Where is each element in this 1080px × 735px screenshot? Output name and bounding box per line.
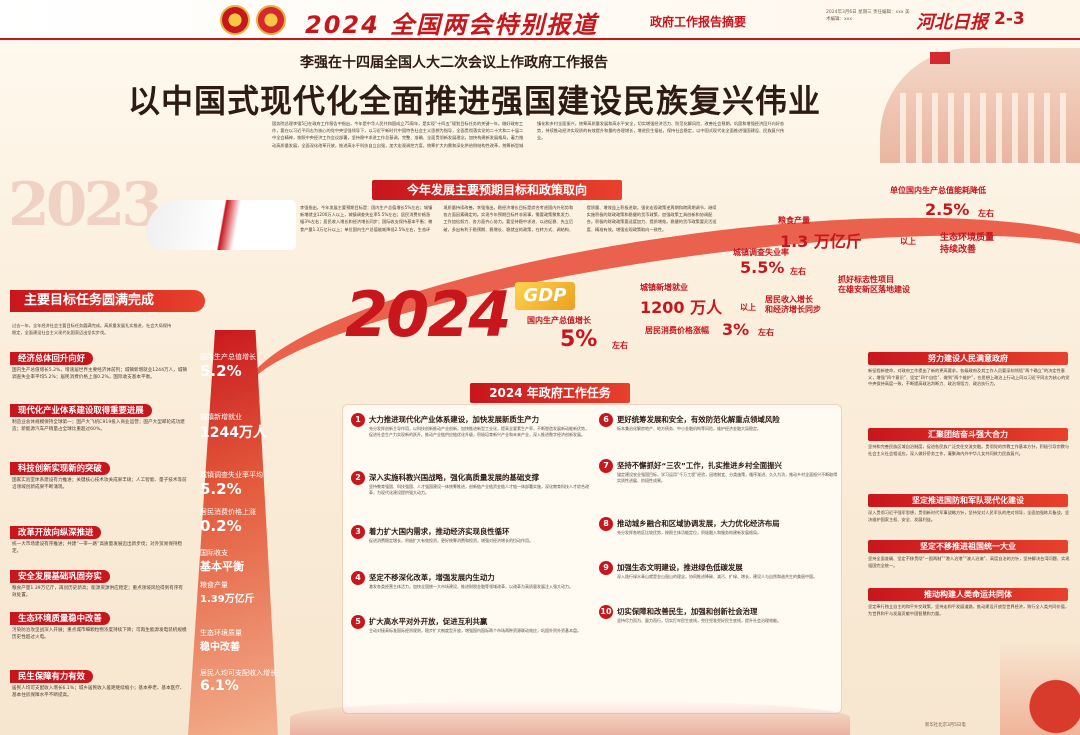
right-section-1-heading: 努力建设人民满意政府	[868, 352, 1068, 365]
target-gdp-label: 国内生产总值增长	[527, 316, 591, 325]
target-gdp-unit: 左右	[612, 341, 628, 350]
road-stat-cpi: 居民消费价格上涨 0.2%	[200, 508, 256, 535]
right-section-1-body: 新征程新使命，对政府工作提出了新的更高要求。各级政府及其工作人员要深刻领悟“两个…	[868, 368, 1070, 387]
section-reform-body: 统一大市场建设有序推进；共建“一带一路”高质量发展迈出新步伐；对外贸易保持稳定。	[12, 542, 183, 554]
great-hall-illustration	[880, 48, 1080, 163]
headline-subtitle: 李强在十四届全国人大二次会议上作政府工作报告	[300, 55, 608, 71]
source-footnote: 新华社北京3月5日电	[925, 723, 966, 728]
tasks-panel: 1 大力推进现代化产业体系建设，加快发展新质生产力 充分发挥创新主导作用，以科技创新…	[342, 404, 842, 714]
right-section-2-heading: 汇聚团结奋斗强大合力	[868, 428, 1068, 441]
target-jobs-unit: 以上	[740, 303, 756, 312]
road-stat-unemployment: 城镇调查失业率平均 5.2%	[200, 471, 263, 498]
high-speed-train-illustration	[146, 200, 296, 250]
section-title: 政府工作报告摘要	[650, 15, 747, 29]
section-industry-body: 制造业总体规模保持全球第一；国产大飞机C919投入商业运营；国产大型邮轮成功建造…	[12, 420, 185, 432]
great-wall-illustration	[290, 700, 850, 735]
header-band: 2024 全国两会特别报道 政府工作报告摘要 2024年3月6日 星期三 责任编…	[0, 0, 1080, 40]
section-economy-heading: 经济总体回升向好	[10, 352, 93, 365]
target-cpi-label: 居民消费价格涨幅	[645, 326, 709, 335]
page-number: 2-3	[994, 9, 1025, 29]
road-stat-jobs: 城镇新增就业 1244万人	[200, 413, 267, 441]
section-eco-heading: 生态环境质量稳中改善	[10, 612, 110, 625]
target-grain-unit: 以上	[900, 237, 916, 246]
section-reform-heading: 改革开放向纵深推进	[10, 526, 102, 539]
right-section-5-body: 坚定奉行独立自主的和平外交政策，坚持走和平发展道路，推动建设开放型世界经济，践行…	[868, 604, 1070, 616]
target-grain-label: 粮食产量	[778, 216, 810, 225]
year-2024: 2024	[345, 278, 512, 351]
flag-icon	[930, 52, 950, 64]
target-grain-value: 1.3 万亿斤	[780, 232, 862, 251]
road-stat-income: 居民人均可支配收入增长 6.1%	[200, 669, 277, 694]
section-tech-body: 国家实验室体系建设有力推进；关键核心技术攻关成果丰硕；人工智能、量子技术等前沿领…	[12, 478, 187, 490]
section-livelihood-heading: 民生保障有力有效	[10, 670, 93, 683]
newspaper-logo: 河北日报	[916, 12, 988, 33]
year-2023: 2023	[8, 170, 163, 240]
issue-meta: 2024年3月6日 星期三 责任编辑：xxx 美术编辑：xxx	[826, 10, 910, 22]
tasks-banner: 2024 年政府工作任务	[470, 383, 630, 403]
section-livelihood-body: 居民人均可支配收入增长6.1%；城乡居民收入差距继续缩小；基本养老、基本医疗、基…	[12, 686, 185, 698]
target-jobs-label: 城镇新增就业	[640, 283, 688, 292]
target-eco-label: 生态环境质量 持续改善	[940, 233, 995, 255]
right-section-4-body: 坚持全面准确、坚定不移贯彻“一国两制”“港人治港”“澳人治澳”、高度自治的方针，…	[868, 556, 1070, 568]
target-energy-label: 单位国内生产总值能耗降低	[890, 186, 986, 195]
target-gdp-value: 5%	[560, 327, 598, 352]
achievements-banner: 主要目标任务圆满完成	[10, 290, 205, 312]
expect-paragraph: 李强指出，今年发展主要预期目标是：国内生产总值增长5%左右；城镇新增就业1200…	[300, 205, 717, 232]
party-emblem-icon	[256, 5, 286, 35]
right-section-3-body: 深入贯彻习近平强军思想，贯彻新时代军事战略方针，坚持党对人民军队的绝对领导，全面…	[868, 510, 1070, 522]
road-stat-gdp: 国内生产总值增长 5.2%	[200, 353, 256, 380]
section-eco-body: 污染防治攻坚战深入开展；重点城市细颗粒物浓度持续下降；可再生能源发电装机规模历史…	[12, 628, 187, 640]
city-illustration	[1000, 640, 1080, 735]
national-emblem-icon	[220, 5, 250, 35]
target-unemployment-value: 5.5%	[740, 258, 785, 277]
achievements-intro: 过去一年，全年经济社会主要目标任务圆满完成。高质量发展扎实推进，社会大局保持稳定…	[12, 323, 172, 335]
section-security-heading: 安全发展基础巩固夯实	[10, 570, 110, 583]
target-income-label: 居民收入增长 和经济增长同步	[765, 295, 821, 314]
target-xiongan-label: 抓好标志性项目 在雄安新区落地建设	[838, 275, 910, 294]
section-industry-heading: 现代化产业体系建设取得重要进展	[10, 404, 152, 417]
special-report-title: 2024 全国两会特别报道	[305, 11, 599, 39]
intro-paragraph: 国务院总理李强5日在政府工作报告中指出，今年是中华人民共和国成立75周年，是实现…	[272, 121, 785, 148]
right-section-4-heading: 坚定不移推进祖国统一大业	[868, 540, 1068, 553]
target-energy-value: 2.5%	[925, 200, 970, 219]
road-stat-balance: 国际收支 基本平衡	[200, 549, 244, 573]
right-section-5-heading: 推动构建人类命运共同体	[868, 588, 1068, 601]
expect-banner: 今年发展主要预期目标和政策取向	[372, 180, 622, 200]
target-unemployment-unit: 左右	[790, 267, 806, 276]
section-tech-heading: 科技创新实现新的突破	[10, 462, 110, 475]
right-section-3-heading: 坚定推进国防和军队现代化建设	[868, 494, 1068, 507]
road-stat-eco: 生态环境质量 稳中改善	[200, 629, 242, 653]
target-unemployment-label: 城镇调查失业率	[733, 248, 789, 257]
target-cpi-value: 3%	[722, 320, 750, 339]
target-cpi-unit: 左右	[758, 328, 774, 337]
section-economy-body: 国内生产总值增长5.2%，增速居世界主要经济体前列；城镇新增就业1244万人，城…	[12, 368, 187, 380]
headline: 以中国式现代化全面推进强国建设民族复兴伟业	[128, 82, 822, 120]
road-stat-grain: 粮食产量 1.39万亿斤	[200, 581, 255, 605]
gdp-badge: GDP	[515, 282, 575, 310]
target-energy-unit: 左右	[978, 209, 994, 218]
section-security-body: 粮食产量1.39万亿斤，再创历史新高；能源资源供应稳定；重点领域风险得到有序有效…	[12, 586, 184, 598]
right-section-2-body: 坚持和完善民族区域自治制度，促进各民族广泛交往交流交融。贯彻党的宗教工作基本方针…	[868, 444, 1070, 456]
target-jobs-value: 1200 万人	[640, 298, 723, 317]
